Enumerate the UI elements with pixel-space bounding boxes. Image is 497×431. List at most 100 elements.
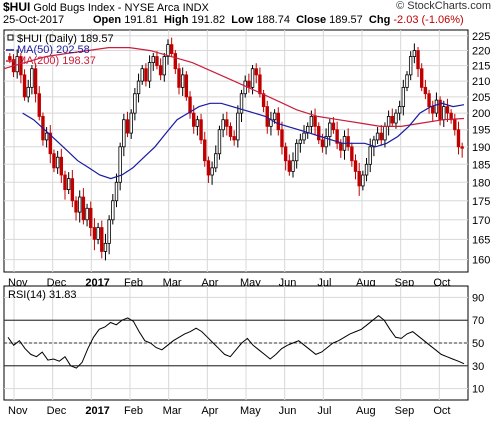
price-candle-body	[456, 129, 461, 148]
price-frame	[3, 29, 469, 273]
price-candle-body	[317, 125, 321, 141]
price-candle-body	[412, 50, 417, 57]
price-candle-body	[228, 125, 233, 137]
rsi-x-tick: Apr	[201, 405, 218, 417]
price-candle-body	[155, 56, 159, 67]
price-candle-body	[210, 167, 214, 176]
rsi-line	[7, 314, 465, 369]
price-candle-body	[247, 80, 251, 88]
price-candle-body	[37, 93, 41, 117]
price-candle-body	[70, 178, 75, 202]
price-candle-body	[78, 196, 82, 213]
price-candle-body	[353, 160, 358, 172]
price-candle-body	[89, 207, 93, 228]
price-candle-body	[30, 68, 34, 88]
price-candle-body	[136, 80, 141, 95]
price-candle-body	[283, 146, 288, 162]
price-candle-body	[379, 132, 383, 141]
price-candle-body	[405, 74, 409, 88]
price-candle-body	[272, 112, 277, 121]
price-candle-body	[261, 93, 266, 107]
price-candle-body	[386, 116, 391, 127]
price-candle-body	[118, 146, 122, 183]
price-candle-body	[401, 86, 406, 107]
price-y-tick: 210	[472, 76, 490, 88]
price-candle-body	[258, 74, 262, 95]
price-y-tick: 205	[472, 92, 490, 104]
rsi-panel: 10 30 50 70 90 RSI(14) 31.83 Nov Dec 2017 Feb Mar A…	[3, 285, 484, 417]
price-candle-body	[107, 219, 111, 244]
price-candle-body	[420, 68, 424, 88]
price-candle-body	[177, 68, 181, 88]
price-candle-body	[309, 116, 314, 127]
price-candle-body	[59, 156, 64, 176]
rsi-y-tick: 10	[472, 384, 484, 396]
price-candle-body	[453, 119, 457, 131]
price-candle-body	[151, 56, 155, 64]
price-candle-body	[111, 200, 115, 221]
price-candle-body	[66, 178, 71, 191]
price-y-tick: 215	[472, 61, 490, 73]
price-candle-body	[250, 68, 255, 88]
price-candle-body	[331, 122, 336, 131]
price-candle-body	[397, 106, 402, 114]
price-candle-body	[55, 156, 60, 169]
rsi-x-tick: Mar	[163, 405, 182, 417]
price-candle-body	[147, 62, 152, 82]
rsi-x-tick: May	[240, 405, 261, 417]
price-candle-body	[361, 174, 365, 187]
price-candle-body	[368, 146, 372, 165]
price-candle-body	[328, 122, 332, 137]
rsi-x-tick: Dec	[47, 405, 67, 417]
price-candle-body	[350, 146, 354, 162]
price-candle-body	[280, 129, 284, 148]
price-candle-body	[133, 93, 137, 114]
price-candle-body	[320, 139, 325, 148]
price-y-tick: 200	[472, 108, 490, 120]
price-candle-body	[122, 119, 126, 148]
price-candle-body	[8, 56, 12, 60]
price-candle-body	[125, 119, 130, 134]
price-candle-body	[103, 242, 108, 252]
high-value: 191.82	[191, 14, 226, 26]
price-candle-body	[232, 136, 236, 141]
price-candle-body	[140, 68, 144, 82]
price-candle-body	[214, 153, 218, 169]
price-candle-body	[199, 119, 203, 141]
brand-watermark: © StockCharts.com	[396, 0, 491, 12]
rsi-x-tick: Jun	[279, 405, 297, 417]
price-candle-body	[44, 132, 49, 141]
price-candle-body	[324, 136, 328, 148]
price-candle-body	[427, 93, 431, 107]
price-candle-body	[63, 174, 67, 191]
price-candle-body	[225, 119, 229, 127]
rsi-x-tick: Oct	[433, 405, 450, 417]
high-label: High	[163, 14, 189, 26]
open-value: 191.81	[124, 14, 158, 26]
price-candle-body	[180, 74, 185, 88]
price-panel: 160 165 170 175 180 185 190 195 200 205 210 215 220 2…	[3, 29, 490, 289]
price-candle-body	[52, 153, 56, 169]
price-candle-body	[239, 93, 244, 114]
price-candle-body	[100, 227, 104, 252]
price-y-tick: 175	[472, 196, 490, 208]
price-candle-body	[48, 132, 52, 155]
rsi-x-tick: Jul	[317, 405, 331, 417]
price-candle-body	[92, 227, 97, 240]
rsi-y-tick: 30	[472, 361, 484, 373]
chg-value: -2.03 (-1.06%)	[393, 14, 464, 26]
price-y-tick: 185	[472, 159, 490, 171]
price-candle-body	[383, 125, 387, 141]
price-candle-body	[114, 181, 119, 202]
price-candle-body	[26, 86, 30, 98]
price-y-tick: 170	[472, 215, 490, 227]
price-candle-body	[144, 68, 148, 82]
price-candle-body	[287, 160, 292, 172]
price-legend-entry: MA(50) 202.58	[17, 44, 90, 56]
price-candle-body	[394, 112, 398, 124]
close-label: Close	[296, 14, 327, 26]
price-candle-body	[442, 106, 446, 121]
price-y-tick: 160	[472, 255, 490, 267]
price-candle-body	[192, 112, 196, 127]
